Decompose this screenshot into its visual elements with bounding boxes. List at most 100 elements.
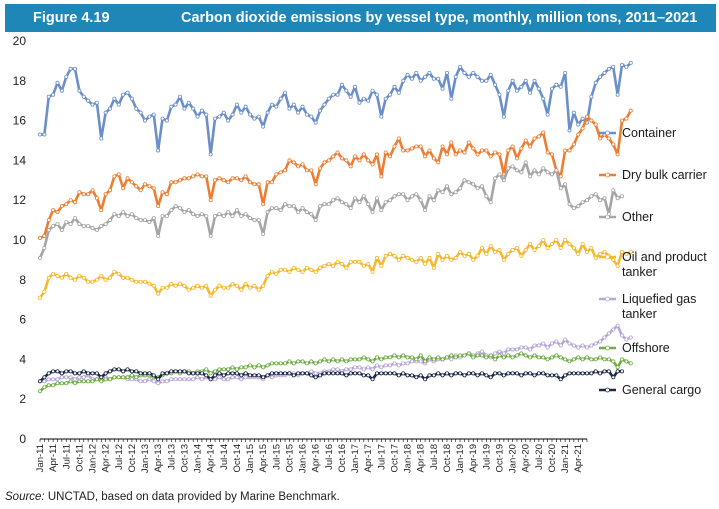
data-point (611, 64, 616, 69)
data-point (304, 265, 309, 270)
data-point (436, 251, 441, 256)
data-point (528, 241, 533, 246)
data-point (116, 271, 121, 276)
data-point (519, 345, 524, 350)
source-label: Source: (5, 491, 45, 503)
data-point (261, 375, 266, 380)
data-point (628, 108, 633, 113)
data-point (462, 373, 467, 378)
data-point (436, 160, 441, 165)
data-point (278, 170, 283, 175)
data-point (405, 148, 410, 153)
data-point (479, 349, 484, 354)
data-point (217, 176, 222, 181)
data-point (558, 84, 563, 89)
data-point (532, 168, 537, 173)
data-point (278, 361, 283, 366)
data-point (344, 265, 349, 270)
data-point (213, 178, 218, 183)
data-point (94, 100, 99, 105)
data-point (528, 144, 533, 149)
data-point (418, 353, 423, 358)
x-tick-label: Oct-12 (127, 444, 138, 473)
data-point (471, 257, 476, 262)
x-tick-label: Jul-12 (114, 444, 125, 470)
data-point (620, 369, 625, 374)
data-point (239, 365, 244, 370)
data-point (46, 275, 51, 280)
data-point (466, 371, 471, 376)
data-point (361, 152, 366, 157)
data-point (230, 112, 235, 117)
data-point (348, 206, 353, 211)
data-point (510, 371, 515, 376)
data-point (300, 371, 305, 376)
data-point (549, 152, 554, 157)
data-point (541, 166, 546, 171)
data-point (501, 355, 506, 360)
data-point (326, 359, 331, 364)
data-point (593, 122, 598, 127)
data-point (73, 371, 78, 376)
y-tick-label: 16 (13, 114, 27, 128)
data-point (532, 78, 537, 83)
data-point (353, 365, 358, 370)
data-point (528, 371, 533, 376)
data-point (309, 267, 314, 272)
data-point (423, 208, 428, 213)
data-point (239, 214, 244, 219)
legend-label: General cargo (622, 383, 701, 397)
data-point (151, 373, 156, 378)
data-point (589, 245, 594, 250)
data-point (374, 363, 379, 368)
data-point (129, 212, 134, 217)
data-point (274, 206, 279, 211)
data-point (401, 361, 406, 366)
data-point (405, 72, 410, 77)
data-point (186, 208, 191, 213)
data-point (611, 142, 616, 147)
data-point (620, 194, 625, 199)
data-point (366, 373, 371, 378)
data-point (204, 373, 209, 378)
data-point (108, 275, 113, 280)
data-point (471, 182, 476, 187)
data-point (46, 94, 51, 99)
x-tick-label: Oct-14 (232, 444, 243, 473)
data-point (38, 379, 43, 384)
data-point (77, 190, 82, 195)
data-point (484, 373, 489, 378)
data-point (563, 373, 568, 378)
data-point (51, 369, 56, 374)
data-point (361, 373, 366, 378)
data-point (287, 158, 292, 163)
data-point (563, 237, 568, 242)
data-point (309, 359, 314, 364)
data-point (252, 218, 257, 223)
data-point (449, 140, 454, 145)
data-point (620, 249, 625, 254)
data-point (186, 287, 191, 292)
data-point (274, 104, 279, 109)
x-tick-label: Jan-16 (298, 444, 309, 473)
data-point (436, 355, 441, 360)
data-point (86, 279, 91, 284)
data-point (598, 74, 603, 79)
data-point (436, 76, 441, 81)
data-point (278, 267, 283, 272)
data-point (59, 375, 64, 380)
data-point (558, 377, 563, 382)
data-point (409, 373, 414, 378)
data-point (77, 222, 82, 227)
data-point (370, 88, 375, 93)
data-point (134, 375, 139, 380)
data-point (366, 158, 371, 163)
data-point (90, 188, 95, 193)
data-point (68, 369, 73, 374)
legend-item: Container (599, 126, 676, 140)
data-point (615, 152, 620, 157)
data-point (423, 377, 428, 382)
data-point (497, 349, 502, 354)
data-point (195, 371, 200, 376)
